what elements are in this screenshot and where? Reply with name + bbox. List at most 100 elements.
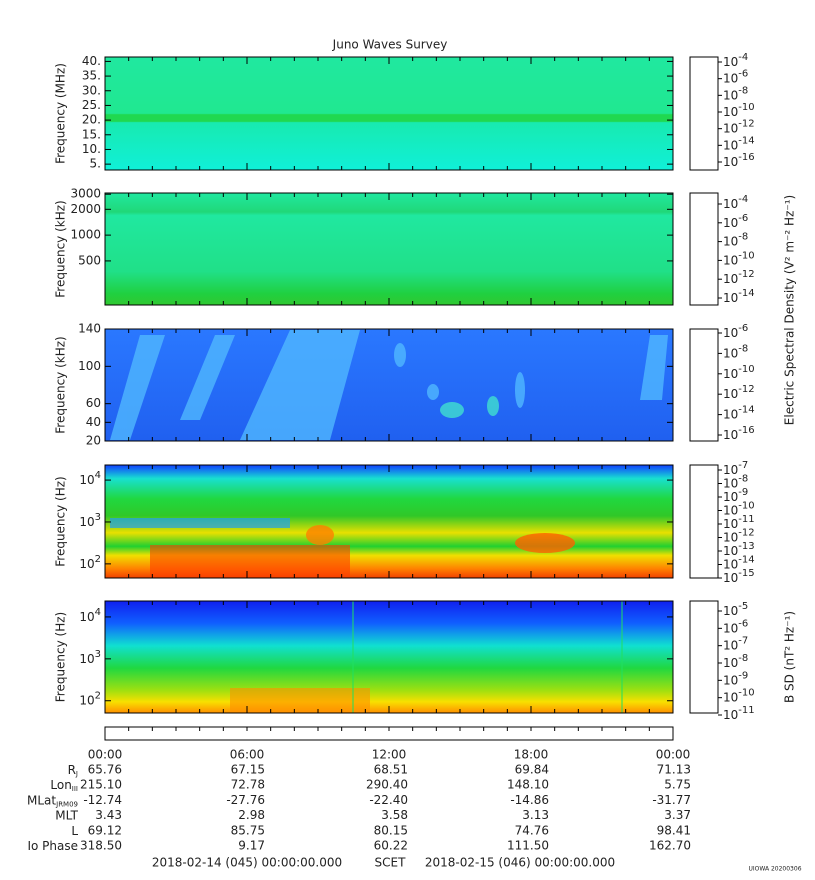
ephemeris-value: -14.86 [510, 793, 549, 807]
colorbar-tick-label-base: 10 [723, 638, 738, 652]
y-tick-label-exp: 4 [95, 470, 101, 481]
colorbar-tick-label-exp: -13 [738, 541, 754, 552]
ephemeris-label-text: MLT [55, 808, 78, 822]
colorbar-tick-label-exp: -10 [738, 364, 754, 375]
time-label: 06:00 [230, 748, 265, 762]
y-tick-label: 500 [78, 253, 101, 267]
colorbar-tick-label-base: 10 [723, 476, 738, 490]
colorbar-tick-label-base: 10 [723, 121, 738, 135]
colorbar-tick-label-exp: -5 [738, 601, 748, 612]
stamp: UIOWA 20200306 [748, 866, 801, 873]
colorbar-tick-label-exp: -14 [738, 288, 754, 299]
colorbar-tick-label: 10-10 [723, 364, 755, 381]
y-tick-label: 104 [79, 607, 101, 624]
colorbar-tick-label: 10-6 [723, 323, 748, 340]
colorbar-tick-label-base: 10 [723, 708, 738, 722]
colorbar-tick-label-exp: -12 [738, 528, 754, 539]
colorbar-tick-label: 10-6 [723, 69, 748, 86]
y-tick-label: 15. [82, 127, 101, 141]
ephemeris-value: 80.15 [374, 823, 408, 837]
ephemeris-label: MLT [55, 808, 78, 822]
y-tick-label-exp: 4 [95, 607, 101, 618]
y-tick-label: 30. [82, 83, 101, 97]
colorbar-label: Electric Spectral Density (V² m⁻² Hz⁻¹) [783, 195, 797, 425]
ephemeris-value: 3.58 [381, 808, 408, 822]
y-tick-label-exp: 3 [95, 512, 101, 523]
emission [110, 330, 668, 440]
ephemeris-label-sub: III [72, 785, 78, 793]
y-tick-label: 102 [79, 554, 101, 571]
colorbar-tick-label-base: 10 [723, 530, 738, 544]
time-label: 12:00 [372, 748, 407, 762]
ephemeris-value: 3.43 [95, 808, 122, 822]
ephemeris-value: 9.17 [238, 839, 265, 853]
colorbar-tick-label: 10-7 [723, 636, 748, 653]
colorbar-tick-label: 10-8 [723, 343, 748, 360]
colorbar-tick-label-base: 10 [723, 463, 738, 477]
colorbar-tick-label-exp: -6 [738, 213, 748, 224]
colorbar-tick-label: 10-5 [723, 601, 748, 618]
ephemeris-value: 72.78 [231, 778, 265, 792]
colorbar-tick-label-base: 10 [723, 55, 738, 69]
colorbar-tick-label-exp: -8 [738, 85, 748, 96]
ephemeris-label-sub: JRM09 [55, 800, 78, 808]
ephemeris-value: 68.51 [374, 763, 408, 777]
colorbar-tick-label-exp: -14 [738, 135, 754, 146]
title: Juno Waves Survey [332, 38, 448, 52]
y-tick-label: 2000 [70, 202, 101, 216]
colorbar-tick-label: 10-12 [723, 384, 755, 401]
colorbar-tick-label-base: 10 [723, 490, 738, 504]
colorbar-tick-label-exp: -10 [738, 501, 754, 512]
ephemeris-value: 67.15 [231, 763, 265, 777]
colorbar-tick-label: 10-15 [723, 568, 755, 585]
colorbar-tick-label-base: 10 [723, 326, 738, 340]
y-tick-label: 25. [82, 98, 101, 112]
colorbar-tick-label-exp: -16 [738, 425, 754, 436]
ephemeris-value: -27.76 [226, 793, 265, 807]
y-tick-label: 3000 [70, 187, 101, 201]
colorbar-tick-label: 10-12 [723, 119, 755, 136]
colorbar-tick-label-base: 10 [723, 557, 738, 571]
colorbar-tick-label: 10-8 [723, 85, 748, 102]
ephemeris-value: 215.10 [80, 778, 122, 792]
y-axis-label: Frequency (kHz) [54, 336, 68, 433]
colorbar-tick-label-base: 10 [723, 71, 738, 85]
colorbar-tick-label: 10-4 [723, 52, 748, 69]
colorbar-tick-label: 10-12 [723, 269, 755, 286]
ephemeris-label: L [71, 823, 78, 837]
ephemeris-label-text: Lon [50, 778, 71, 792]
y-tick-label: 10. [82, 142, 101, 156]
colorbar-tick-label-base: 10 [723, 656, 738, 670]
colorbar-tick-label: 10-10 [723, 102, 755, 119]
spectrogram [105, 601, 673, 713]
colorbar-tick-label: 10-14 [723, 405, 755, 422]
colorbar-tick-label-base: 10 [723, 621, 738, 635]
ephemeris-label: Io Phase [27, 839, 78, 853]
colorbar-tick-label-exp: -4 [738, 194, 748, 205]
ephemeris-value: 65.76 [88, 763, 122, 777]
y-tick-label: 40. [82, 54, 101, 68]
ephemeris-value: 74.76 [515, 823, 549, 837]
colorbar-tick-label: 10-11 [723, 705, 755, 722]
colorbar-tick-label: 10-12 [723, 528, 755, 545]
colorbar [689, 56, 719, 171]
ephemeris-value: 71.13 [657, 763, 691, 777]
ephemeris-label-text: R [68, 763, 76, 777]
colorbar-tick-label-base: 10 [723, 690, 738, 704]
ephemeris-value: -22.40 [369, 793, 408, 807]
ephemeris-value: 3.37 [664, 808, 691, 822]
colorbar-tick-label-base: 10 [723, 105, 738, 119]
ephemeris-label-text: Io Phase [27, 839, 78, 853]
colorbar-tick-label-exp: -8 [738, 232, 748, 243]
colorbar [689, 192, 719, 306]
ephemeris-label-sub: J [75, 770, 78, 778]
colorbar-tick-label-exp: -8 [738, 474, 748, 485]
ephemeris-label: LonIII [50, 778, 78, 794]
colorbar-tick-label-exp: -10 [738, 688, 754, 699]
colorbar-tick-label-exp: -9 [738, 670, 748, 681]
ephemeris-value: 318.50 [80, 839, 122, 853]
y-tick-label-exp: 3 [95, 649, 101, 660]
time-label: 00:00 [656, 748, 691, 762]
y-axis-label: Frequency (kHz) [54, 200, 68, 297]
